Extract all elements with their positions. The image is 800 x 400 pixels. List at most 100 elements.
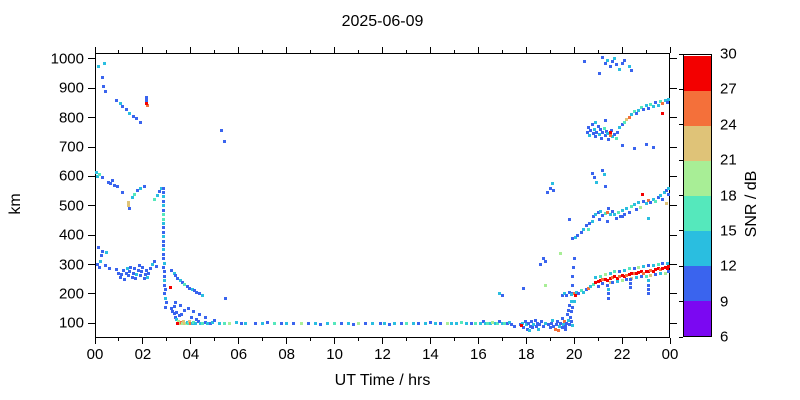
- data-point: [587, 126, 591, 130]
- data-point: [543, 283, 547, 287]
- colorbar-tick-label: 18: [720, 187, 737, 204]
- x-axis-tick: [190, 338, 192, 344]
- data-point: [523, 320, 527, 324]
- data-point: [109, 182, 113, 186]
- data-point: [500, 321, 504, 325]
- data-point: [450, 322, 454, 326]
- colorbar-tick: [679, 88, 683, 90]
- data-point: [654, 268, 658, 272]
- data-point: [560, 293, 564, 297]
- x-axis-tick: [429, 338, 431, 344]
- data-point: [599, 274, 603, 278]
- x-axis-tick: [382, 338, 383, 344]
- colorbar-segment: [684, 265, 711, 301]
- data-point: [593, 176, 597, 180]
- data-point: [110, 179, 114, 183]
- data-point: [145, 268, 148, 272]
- data-point: [605, 130, 608, 134]
- data-point: [151, 263, 154, 267]
- data-point: [161, 243, 165, 247]
- data-point: [639, 275, 643, 279]
- data-point: [646, 264, 650, 268]
- data-point: [169, 285, 173, 289]
- data-point: [127, 274, 131, 278]
- data-point: [507, 321, 511, 325]
- data-point: [618, 126, 622, 130]
- data-point: [163, 283, 167, 287]
- x-axis-tick: [238, 338, 240, 344]
- data-point: [357, 322, 361, 326]
- data-point: [637, 271, 641, 275]
- data-point: [579, 289, 583, 293]
- data-point: [135, 273, 139, 277]
- data-point: [571, 305, 575, 309]
- data-point: [627, 267, 631, 271]
- data-point: [525, 327, 529, 331]
- x-axis-tick-top: [94, 47, 96, 53]
- data-point: [608, 131, 612, 135]
- colorbar-segment: [684, 230, 711, 266]
- data-point: [104, 263, 108, 267]
- data-point: [572, 292, 576, 296]
- data-point: [481, 320, 485, 324]
- data-point: [493, 322, 497, 326]
- data-point: [135, 116, 139, 120]
- data-point: [614, 216, 618, 220]
- data-point: [197, 291, 201, 295]
- data-point: [266, 321, 269, 325]
- data-point: [325, 321, 329, 325]
- data-point: [131, 114, 135, 118]
- data-point: [162, 204, 166, 208]
- data-point: [195, 290, 199, 294]
- colorbar-title: SNR / dB: [743, 170, 760, 238]
- data-point: [609, 129, 613, 133]
- data-point: [139, 274, 143, 278]
- data-point: [101, 85, 105, 89]
- x-axis-minor-tick-top: [405, 50, 407, 53]
- data-point: [182, 309, 186, 313]
- data-point: [313, 321, 317, 325]
- data-point: [629, 277, 633, 281]
- data-point: [632, 146, 636, 150]
- data-point: [608, 133, 612, 137]
- data-point: [164, 301, 168, 305]
- data-point: [145, 101, 149, 105]
- x-axis-tick-top: [525, 47, 527, 53]
- x-axis-minor-tick: [597, 338, 599, 341]
- data-point: [571, 237, 575, 241]
- data-point: [299, 322, 303, 326]
- x-axis-minor-tick-top: [214, 50, 216, 53]
- data-point: [622, 120, 626, 124]
- data-point: [573, 236, 577, 239]
- data-point: [498, 292, 502, 296]
- x-axis-minor-tick-top: [118, 50, 120, 53]
- data-point: [531, 326, 535, 330]
- data-point: [162, 213, 166, 217]
- data-point: [510, 323, 514, 327]
- data-point: [584, 224, 588, 228]
- data-point: [628, 281, 632, 285]
- data-point: [177, 320, 181, 324]
- data-point: [118, 276, 122, 280]
- data-point: [189, 315, 193, 319]
- x-axis-tick: [142, 338, 144, 344]
- data-point: [567, 217, 571, 221]
- data-point: [191, 310, 195, 314]
- data-point: [644, 274, 648, 278]
- data-point: [107, 267, 111, 271]
- data-point: [97, 246, 101, 249]
- data-point: [234, 321, 238, 325]
- x-axis-tick: [334, 338, 336, 344]
- data-point: [628, 285, 632, 289]
- data-point: [607, 207, 611, 211]
- data-point: [661, 111, 665, 115]
- data-point: [153, 259, 157, 263]
- data-point: [460, 321, 464, 325]
- data-point: [630, 113, 634, 117]
- data-point: [608, 213, 612, 217]
- data-point: [388, 323, 392, 327]
- data-point: [637, 265, 641, 269]
- data-point: [585, 130, 589, 134]
- data-point: [608, 271, 612, 275]
- x-axis-minor-tick-top: [645, 50, 647, 53]
